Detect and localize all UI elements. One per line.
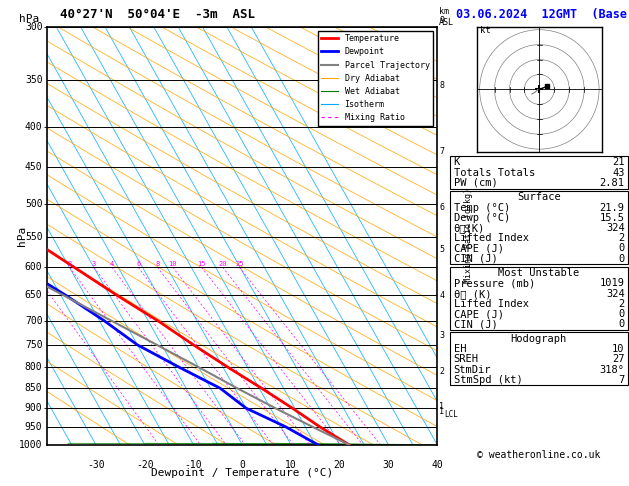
Text: CAPE (J): CAPE (J) <box>454 309 503 319</box>
Text: 550: 550 <box>25 232 43 242</box>
Text: 20: 20 <box>334 460 345 470</box>
Text: 6: 6 <box>439 203 444 212</box>
Text: 750: 750 <box>25 340 43 350</box>
Text: 2: 2 <box>67 261 72 267</box>
Text: 3: 3 <box>439 331 444 340</box>
Text: 1: 1 <box>439 402 444 411</box>
Text: 600: 600 <box>25 262 43 272</box>
Text: 800: 800 <box>25 362 43 372</box>
Text: Pressure (mb): Pressure (mb) <box>454 278 535 289</box>
Text: 0: 0 <box>618 243 625 254</box>
Text: 300: 300 <box>25 22 43 32</box>
Text: km
ASL: km ASL <box>439 7 454 27</box>
Text: 9: 9 <box>439 17 444 25</box>
Text: 450: 450 <box>25 162 43 173</box>
Text: 700: 700 <box>25 316 43 326</box>
Text: LCL: LCL <box>444 410 458 419</box>
Legend: Temperature, Dewpoint, Parcel Trajectory, Dry Adiabat, Wet Adiabat, Isotherm, Mi: Temperature, Dewpoint, Parcel Trajectory… <box>318 31 433 125</box>
Text: Lifted Index: Lifted Index <box>454 233 528 243</box>
Text: 10: 10 <box>612 344 625 354</box>
Text: Lifted Index: Lifted Index <box>454 299 528 309</box>
Text: 40: 40 <box>431 460 443 470</box>
Text: 0: 0 <box>618 319 625 330</box>
Text: 318°: 318° <box>599 364 625 375</box>
Text: 6: 6 <box>136 261 140 267</box>
Text: © weatheronline.co.uk: © weatheronline.co.uk <box>477 450 601 460</box>
Text: kt: kt <box>480 26 491 35</box>
Text: 650: 650 <box>25 290 43 300</box>
Text: 2: 2 <box>618 299 625 309</box>
Text: CIN (J): CIN (J) <box>454 254 498 264</box>
Text: EH: EH <box>454 344 466 354</box>
Text: 1000: 1000 <box>19 440 43 450</box>
Text: 03.06.2024  12GMT  (Base: 12): 03.06.2024 12GMT (Base: 12) <box>456 8 629 21</box>
Text: Most Unstable: Most Unstable <box>498 268 579 278</box>
Text: 15.5: 15.5 <box>599 213 625 223</box>
Text: StmDir: StmDir <box>454 364 491 375</box>
Text: 850: 850 <box>25 383 43 393</box>
Text: Totals Totals: Totals Totals <box>454 168 535 178</box>
Text: 15: 15 <box>198 261 206 267</box>
Text: PW (cm): PW (cm) <box>454 178 498 188</box>
Text: 43: 43 <box>612 168 625 178</box>
Text: 25: 25 <box>235 261 243 267</box>
Text: 5: 5 <box>439 245 444 254</box>
Text: 500: 500 <box>25 199 43 209</box>
Text: -10: -10 <box>184 460 203 470</box>
Text: 2: 2 <box>618 233 625 243</box>
Text: Hodograph: Hodograph <box>511 334 567 344</box>
Text: 0: 0 <box>618 254 625 264</box>
Text: 30: 30 <box>382 460 394 470</box>
Text: hPa: hPa <box>19 14 39 24</box>
Text: -30: -30 <box>87 460 105 470</box>
Text: K: K <box>454 157 460 168</box>
Text: 950: 950 <box>25 422 43 432</box>
Text: 40°27'N  50°04'E  -3m  ASL: 40°27'N 50°04'E -3m ASL <box>60 8 255 21</box>
Text: 10: 10 <box>285 460 297 470</box>
Text: 2: 2 <box>439 367 444 376</box>
Text: CAPE (J): CAPE (J) <box>454 243 503 254</box>
Text: Mixing Ratio (g/kg): Mixing Ratio (g/kg) <box>464 188 473 283</box>
Text: 0: 0 <box>239 460 245 470</box>
Text: CIN (J): CIN (J) <box>454 319 498 330</box>
Text: 1: 1 <box>439 407 444 416</box>
Text: Temp (°C): Temp (°C) <box>454 203 509 213</box>
Text: 8: 8 <box>439 81 444 90</box>
Text: 1019: 1019 <box>599 278 625 289</box>
Text: 350: 350 <box>25 75 43 85</box>
Text: 0: 0 <box>618 309 625 319</box>
Text: θᴇ (K): θᴇ (K) <box>454 289 491 299</box>
Text: 7: 7 <box>618 375 625 385</box>
Text: 2.81: 2.81 <box>599 178 625 188</box>
Text: StmSpd (kt): StmSpd (kt) <box>454 375 522 385</box>
Text: 324: 324 <box>606 289 625 299</box>
Text: Surface: Surface <box>517 192 560 203</box>
Text: SREH: SREH <box>454 354 479 364</box>
Text: 3: 3 <box>92 261 96 267</box>
Text: Dewpoint / Temperature (°C): Dewpoint / Temperature (°C) <box>151 468 333 478</box>
Text: 900: 900 <box>25 403 43 413</box>
Text: 10: 10 <box>169 261 177 267</box>
Text: 4: 4 <box>110 261 114 267</box>
Text: 400: 400 <box>25 122 43 132</box>
Text: -20: -20 <box>136 460 153 470</box>
Text: Dewp (°C): Dewp (°C) <box>454 213 509 223</box>
Text: 7: 7 <box>439 147 444 156</box>
Text: θᴇ(K): θᴇ(K) <box>454 223 485 233</box>
Text: 8: 8 <box>155 261 160 267</box>
Text: 20: 20 <box>218 261 227 267</box>
Text: 21.9: 21.9 <box>599 203 625 213</box>
Text: 324: 324 <box>606 223 625 233</box>
Text: 4: 4 <box>439 291 444 300</box>
Text: 21: 21 <box>612 157 625 168</box>
Text: hPa: hPa <box>17 226 27 246</box>
Text: 27: 27 <box>612 354 625 364</box>
